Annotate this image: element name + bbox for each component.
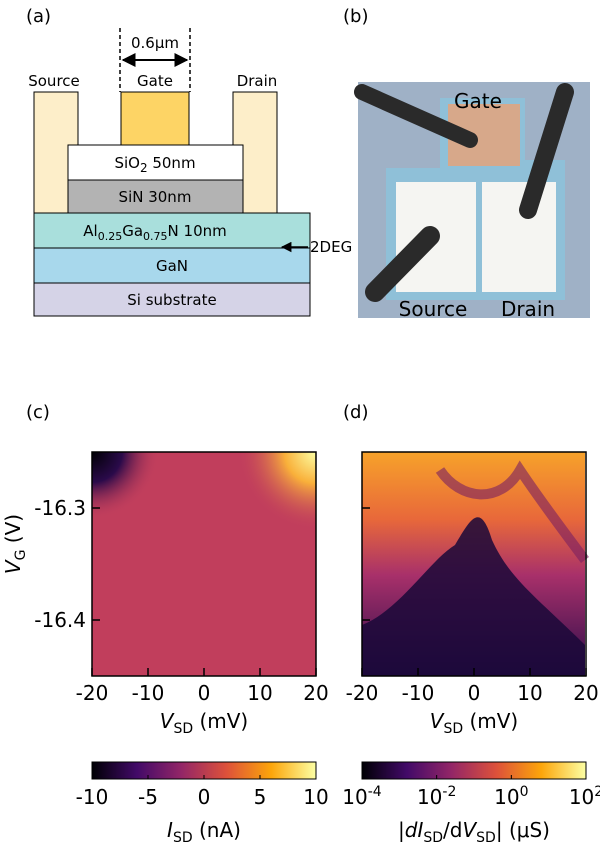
colorbar-tick-label: 5 <box>254 785 267 809</box>
x-tick-label: 20 <box>573 681 598 705</box>
text-part: /d <box>443 818 462 842</box>
colorbar-tick-label: 102 <box>569 784 600 809</box>
x-tick-label: 0 <box>468 681 481 705</box>
x-tick-label: -10 <box>402 681 435 705</box>
text-part: (mV) <box>463 709 518 733</box>
gate-label: Gate <box>137 72 173 90</box>
text-part: dI <box>405 818 424 842</box>
x-tick-label: 10 <box>517 681 542 705</box>
text-part: (V) <box>1 514 25 550</box>
x-tick-label: 0 <box>198 681 211 705</box>
axis-label: VSD (mV) <box>160 709 249 737</box>
colorbar-tick-label: 10 <box>303 785 328 809</box>
text-part: (mV) <box>193 709 248 733</box>
panel-label: (b) <box>343 6 368 27</box>
axis-label: VSD (mV) <box>430 709 519 737</box>
text-part: -2 <box>442 784 456 800</box>
text-part: | (μS) <box>496 818 550 842</box>
text-part: SiO <box>114 154 140 172</box>
colorbar-tick-label: 10-4 <box>342 784 382 809</box>
x-tick-label: -20 <box>76 681 109 705</box>
x-tick-label: 20 <box>303 681 328 705</box>
panel-label: (a) <box>26 6 51 27</box>
text-part: | <box>398 818 405 842</box>
drain-label: Drain <box>501 297 555 321</box>
text-part: SD <box>476 830 496 846</box>
text-part: SD <box>173 721 193 737</box>
text-part: 2 <box>140 161 148 175</box>
heatmap-feature <box>92 452 316 676</box>
panel-label: (d) <box>343 402 368 423</box>
drain-pad <box>482 182 556 292</box>
text-part: Ga <box>122 222 143 240</box>
axis-label: |dISD/dVSD| (μS) <box>398 818 550 846</box>
colorbar-tick-label: 100 <box>494 784 528 809</box>
gate-label: Gate <box>454 89 502 113</box>
drain-label: Drain <box>237 72 278 90</box>
text-part: (nA) <box>193 818 241 842</box>
source-label: Source <box>28 72 80 90</box>
text-part: 10 <box>417 785 442 809</box>
y-tick-label: -16.3 <box>34 496 86 520</box>
source-label: Source <box>399 297 468 321</box>
panel-b: (b) Gate Source Drain <box>343 6 590 321</box>
y-tick-label: -16.4 <box>34 608 86 632</box>
text-part: SD <box>443 721 463 737</box>
text-part: SD <box>173 830 193 846</box>
sio2-text: SiO2 50nm <box>114 154 195 175</box>
text-part: -4 <box>368 784 382 800</box>
interface-label: 2DEG <box>310 238 352 256</box>
text-part: SD <box>423 830 443 846</box>
text-part: 0.75 <box>143 230 168 243</box>
substrate-text: Si substrate <box>127 291 216 309</box>
colorbar-tick-label: -10 <box>76 785 109 809</box>
panel-label: (c) <box>26 402 50 423</box>
axis-label: VG (V) <box>1 514 29 574</box>
sin-text: SiN 30nm <box>119 188 192 206</box>
x-tick-label: -20 <box>346 681 379 705</box>
panel-a: (a) 0.6μm Gate Source Drain SiO2 50nm Si… <box>26 6 352 316</box>
text-part: 0 <box>520 784 529 800</box>
axis-label: ISD (nA) <box>167 818 241 846</box>
text-part: N 10nm <box>168 222 227 240</box>
text-part: G <box>13 550 29 561</box>
width-label: 0.6μm <box>131 34 179 52</box>
text-part: 50nm <box>148 154 196 172</box>
text-part: 2 <box>594 784 600 800</box>
colorbar-tick-label: 10-2 <box>417 784 456 809</box>
figure: (a) 0.6μm Gate Source Drain SiO2 50nm Si… <box>0 0 600 852</box>
colorbar-tick-label: 0 <box>198 785 211 809</box>
gate-metal <box>121 92 189 145</box>
gan-text: GaN <box>156 257 188 275</box>
text-part: Al <box>83 222 97 240</box>
text-part: 10 <box>342 785 367 809</box>
x-tick-label: -10 <box>132 681 165 705</box>
text-part: 10 <box>569 785 594 809</box>
colorbar <box>362 762 586 779</box>
colorbar-tick-label: -5 <box>138 785 158 809</box>
panel-c: (c) -20 -10 0 10 20 -16.3 -16.4 VSD (mV) VG (V) -… <box>1 402 329 846</box>
text-part: 0.25 <box>98 230 123 243</box>
text-part: 10 <box>494 785 519 809</box>
x-tick-label: 10 <box>247 681 272 705</box>
